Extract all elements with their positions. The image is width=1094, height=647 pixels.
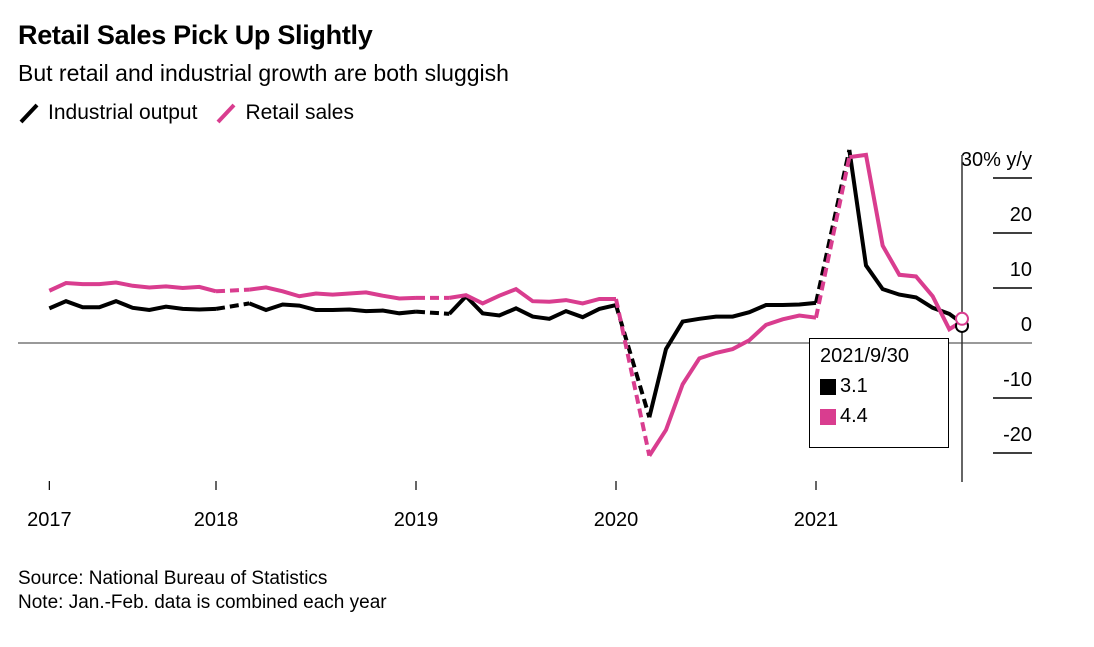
tooltip-date: 2021/9/30 (820, 345, 909, 367)
series-dashed-retail-sales (614, 298, 652, 457)
legend-label-retail-sales: Retail sales (245, 101, 354, 124)
legend-item-industrial-output: Industrial output (18, 100, 197, 126)
y-tick-label: -20 (1003, 424, 1032, 446)
series-dashed-retail-sales (215, 287, 250, 294)
y-tick-label: 20 (1010, 204, 1032, 226)
series-dashed-industrial-output (215, 301, 250, 311)
y-tick-label: 10 (1010, 259, 1032, 281)
y-tick-label: 0 (1021, 314, 1032, 336)
series-dashed-retail-sales (814, 156, 852, 319)
series-line-industrial-output (248, 301, 417, 316)
x-tick-label: 2017 (27, 509, 72, 531)
series-line-retail-sales (48, 280, 217, 294)
x-tick-label: 2018 (194, 509, 239, 531)
legend-swatch-industrial-output (19, 103, 39, 124)
series-line-industrial-output (647, 300, 817, 418)
source-note: Source: National Bureau of Statistics (18, 568, 328, 589)
legend-swatch-retail-sales (216, 103, 236, 124)
series-line-retail-sales (849, 152, 968, 333)
tooltip: 2021/9/30 3.1 4.4 (809, 338, 949, 448)
series-line-industrial-output (48, 299, 217, 313)
chart-subtitle: But retail and industrial growth are bot… (18, 60, 509, 86)
x-tick-label: 2021 (794, 509, 839, 531)
series-line-retail-sales (249, 285, 417, 301)
series-line-industrial-output (447, 293, 617, 321)
tooltip-swatch-retail-sales (820, 408, 836, 425)
x-tick-label: 2019 (394, 509, 439, 531)
tooltip-row-industrial-output: 3.1 (820, 375, 938, 398)
legend-label-industrial-output: Industrial output (48, 101, 198, 124)
x-tick-label: 2020 (594, 509, 639, 531)
tooltip-swatch-industrial-output (820, 378, 836, 395)
y-tick-label: -10 (1003, 369, 1032, 391)
series-line-retail-sales (449, 286, 616, 306)
series-line-retail-sales (647, 313, 817, 457)
tooltip-value-industrial-output: 3.1 (840, 375, 868, 397)
footer: Source: National Bureau of Statistics No… (18, 567, 387, 615)
series-dashed-industrial-output (415, 309, 450, 316)
y-tick-label: 30% y/y (961, 149, 1032, 171)
tooltip-value-retail-sales: 4.4 (840, 405, 868, 427)
end-marker-retail-sales (955, 311, 969, 326)
data-note: Note: Jan.-Feb. data is combined each ye… (18, 592, 387, 613)
series-line-industrial-output (847, 149, 968, 328)
tooltip-row-retail-sales: 4.4 (820, 405, 938, 428)
chart-title: Retail Sales Pick Up Slightly (18, 20, 373, 50)
legend: Industrial output Retail sales (18, 100, 372, 126)
legend-item-retail-sales: Retail sales (215, 100, 354, 126)
series-dashed-industrial-output (614, 304, 652, 418)
